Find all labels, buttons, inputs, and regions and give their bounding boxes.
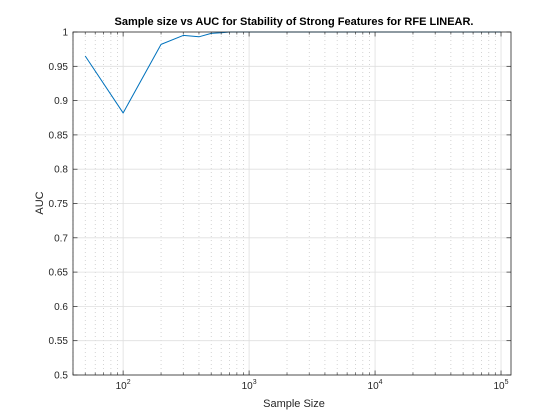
- x-tick-label-exponent: 3: [253, 379, 257, 386]
- x-tick-label-base: 10: [368, 381, 380, 392]
- x-tick-label-base: 10: [494, 381, 506, 392]
- y-tick-label: 0.65: [49, 268, 69, 279]
- x-tick-label: 102: [116, 379, 131, 392]
- x-tick-labels: 102 103 104 105: [116, 379, 509, 392]
- y-tick-label: 0.9: [54, 96, 68, 107]
- chart-title: Sample size vs AUC for Stability of Stro…: [115, 16, 474, 28]
- x-tick-label-exponent: 4: [379, 379, 383, 386]
- x-tick-label: 104: [368, 379, 383, 392]
- x-tick-label-base: 10: [242, 381, 254, 392]
- y-tick-label: 0.95: [49, 62, 69, 73]
- x-tick-label-exponent: 2: [127, 379, 131, 386]
- x-axis-label: Sample Size: [263, 398, 325, 410]
- x-tick-label: 105: [494, 379, 509, 392]
- y-tick-label: 0.5: [54, 371, 68, 382]
- x-tick-label-base: 10: [116, 381, 128, 392]
- y-axis-label: AUC: [34, 191, 46, 214]
- y-tick-label: 0.75: [49, 199, 69, 210]
- axis-ticks: [72, 31, 511, 376]
- y-tick-label: 0.8: [54, 165, 68, 176]
- y-tick-label: 0.7: [54, 233, 68, 244]
- y-tick-label: 1: [62, 28, 68, 39]
- x-tick-label-exponent: 5: [505, 379, 509, 386]
- y-tick-label: 0.85: [49, 130, 69, 141]
- x-tick-label: 103: [242, 379, 257, 392]
- y-tick-label: 0.55: [49, 336, 69, 347]
- y-tick-label: 0.6: [54, 302, 68, 313]
- y-tick-labels: 0.5 0.55 0.6 0.65 0.7 0.75 0.8 0.85 0.9 0.95 1: [49, 28, 69, 382]
